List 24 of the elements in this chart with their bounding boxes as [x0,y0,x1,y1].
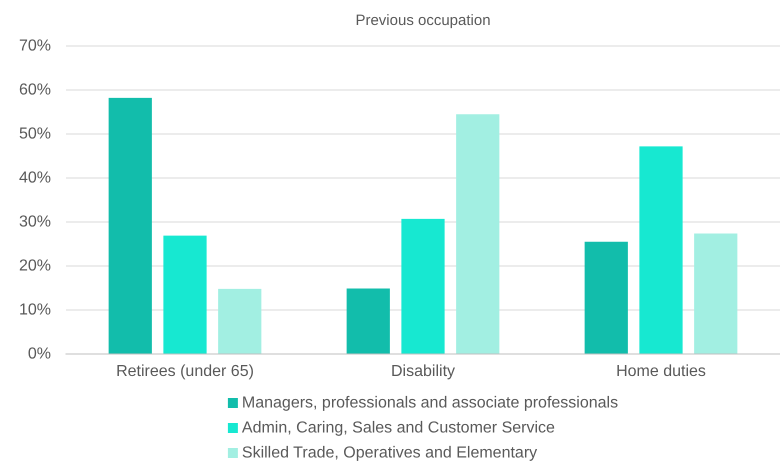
bar [108,98,152,354]
y-tick-label: 10% [18,301,51,318]
legend-label: Admin, Caring, Sales and Customer Service [242,419,556,436]
y-tick-label: 20% [18,257,51,274]
y-tick-label: 70% [18,37,51,54]
x-tick-label: Disability [390,363,456,380]
y-tick-label: 60% [18,81,51,98]
y-tick-label: 0% [28,345,51,362]
bar [163,236,207,354]
y-tick-label: 40% [18,169,51,186]
bar [456,114,500,354]
bar [346,288,390,354]
legend-label: Managers, professionals and associate professionals [242,394,618,412]
bar [401,218,445,354]
bar [218,288,262,354]
y-tick-label: 30% [18,213,51,230]
chart-title: Previous occupation [355,12,491,30]
bar [584,242,628,354]
legend-label: Skilled Trade, Operatives and Elementary [242,444,538,462]
bar [639,146,683,354]
y-tick-label: 50% [18,125,51,142]
x-tick-label: Retirees (under 65) [116,363,254,380]
bar [694,233,738,354]
x-tick-label: Home duties [616,363,706,380]
